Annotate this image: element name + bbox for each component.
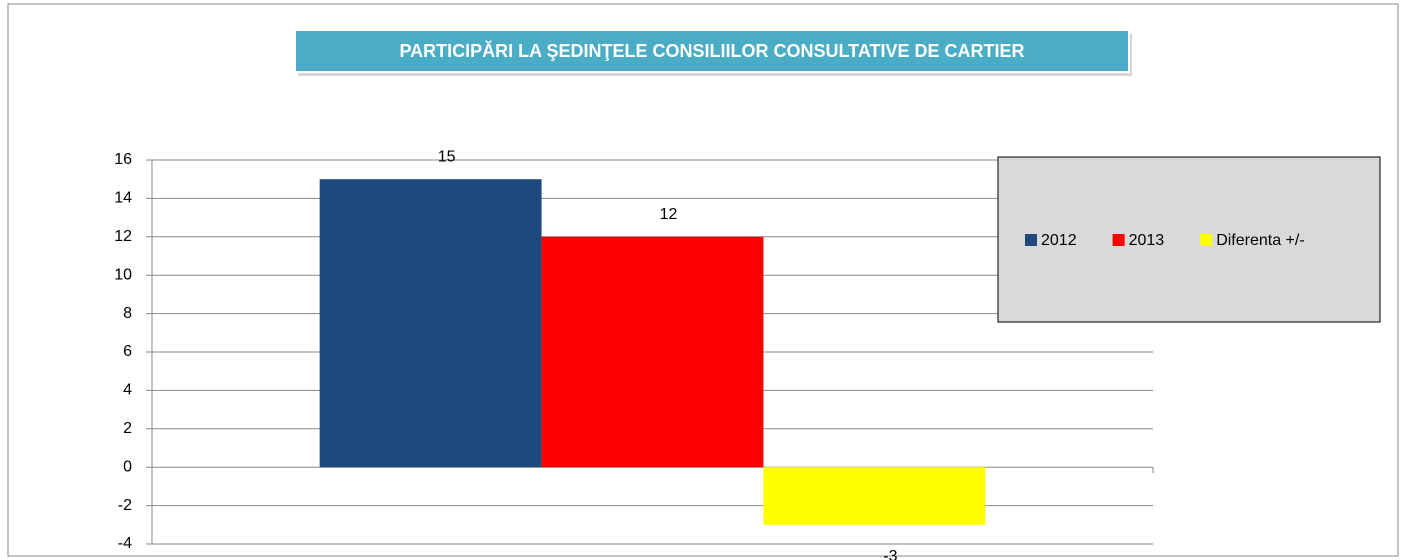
y-tick-label: 12 [114, 228, 132, 245]
data-label: 12 [660, 206, 678, 223]
data-label: 15 [438, 148, 456, 165]
y-tick-label: -4 [118, 535, 132, 552]
data-label: -3 [883, 548, 897, 560]
bar [319, 179, 542, 468]
title-box [294, 29, 1130, 73]
legend-label: Diferenta +/- [1216, 232, 1304, 249]
y-tick-label: 16 [114, 151, 132, 168]
legend-label: 2012 [1041, 232, 1077, 249]
legend-box [997, 156, 1381, 323]
y-tick-label: 10 [114, 266, 132, 283]
legend-swatch [1112, 234, 1125, 246]
y-tick-label: -2 [118, 497, 132, 514]
chart-title: PARTICIPĂRI LA ŞEDINŢELE CONSILIILOR CON… [399, 40, 1024, 61]
legend-label: 2013 [1129, 232, 1165, 249]
y-tick-label: 6 [123, 343, 132, 360]
y-tick-label: 2 [123, 420, 132, 437]
y-tick-label: 4 [123, 382, 132, 399]
y-tick-label: 8 [123, 305, 132, 322]
legend-swatch [1200, 234, 1213, 246]
bar [763, 467, 986, 525]
y-tick-label: 0 [123, 458, 132, 475]
legend-swatch [1025, 234, 1037, 246]
bar [541, 236, 764, 468]
y-tick-label: 14 [114, 190, 132, 207]
